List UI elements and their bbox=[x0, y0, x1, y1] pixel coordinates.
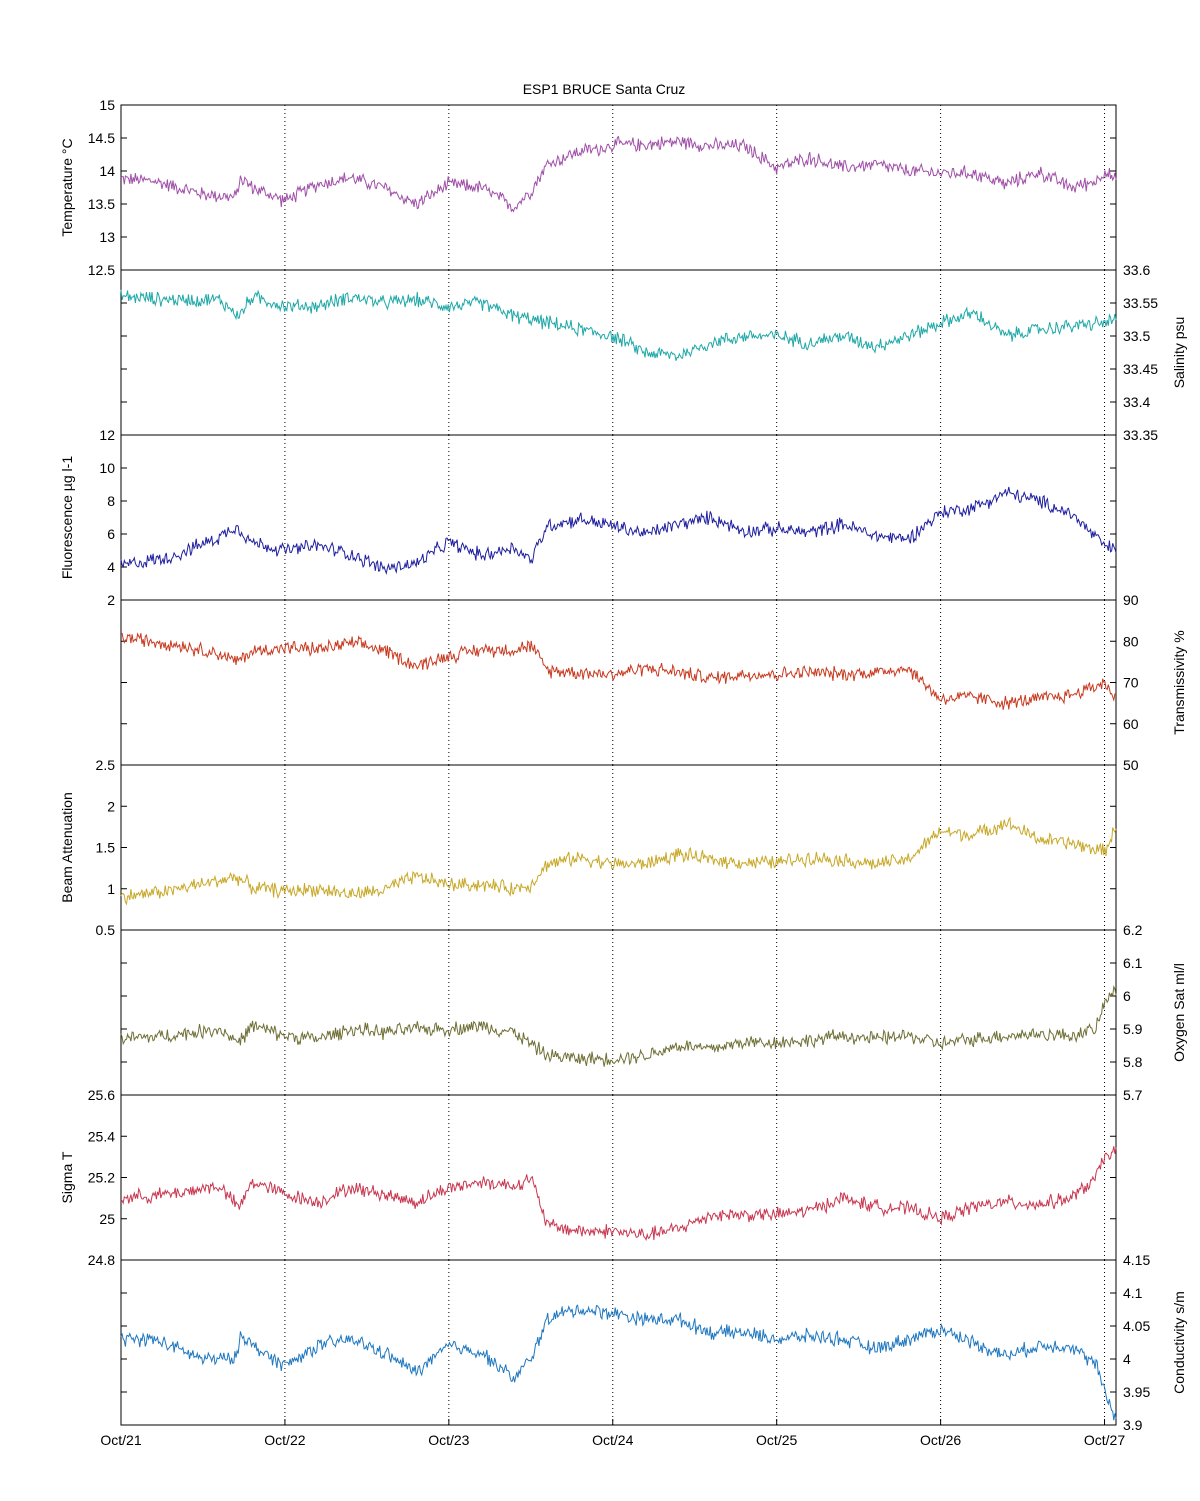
y-axis-label: Conductivity s/m bbox=[1171, 1291, 1187, 1394]
y-tick-label: 12.5 bbox=[88, 262, 115, 278]
panel-conductivity: 3.9 3.95 4 4.05 4.1 4.15 Conductivity s/m bbox=[120, 1252, 1187, 1433]
y-tick-label: 15 bbox=[99, 97, 115, 113]
panel-frame bbox=[120, 929, 1117, 1096]
y-tick-label: 4.05 bbox=[1123, 1318, 1150, 1334]
y-tick-label: 50 bbox=[1123, 757, 1139, 773]
x-tick-label: Oct/25 bbox=[756, 1432, 797, 1448]
y-tick-label: 4 bbox=[1123, 1351, 1131, 1367]
x-tick-label: Oct/27 bbox=[1084, 1432, 1125, 1448]
y-tick-label: 6.1 bbox=[1123, 955, 1143, 971]
x-tick-label: Oct/24 bbox=[592, 1432, 633, 1448]
x-axis: Oct/21 Oct/22 Oct/23 Oct/24 Oct/25 Oct/26 Oct/… bbox=[100, 1419, 1125, 1448]
series-line-oxygen bbox=[120, 985, 1117, 1067]
x-tick-label: Oct/26 bbox=[920, 1432, 961, 1448]
panel-fluorescence: 2 4 6 8 10 12 Fluorescence µg l-1 bbox=[59, 427, 1117, 608]
panel-frame bbox=[120, 269, 1117, 436]
series-line-beam_attenuation bbox=[120, 816, 1117, 906]
y-tick-label: 3.9 bbox=[1123, 1417, 1143, 1433]
y-tick-label: 33.5 bbox=[1123, 328, 1150, 344]
y-tick-label: 25.6 bbox=[88, 1087, 115, 1103]
y-axis-label: Beam Attenuation bbox=[59, 792, 75, 903]
y-axis-label: Oxygen Sat ml/l bbox=[1171, 963, 1187, 1062]
series-line-temperature bbox=[120, 135, 1117, 213]
y-tick-label: 2.5 bbox=[96, 757, 116, 773]
y-axis-label: Temperature °C bbox=[59, 138, 75, 236]
y-axis-label: Sigma T bbox=[59, 1151, 75, 1203]
y-tick-label: 33.55 bbox=[1123, 295, 1158, 311]
y-tick-label: 33.6 bbox=[1123, 262, 1150, 278]
y-axis-label: Fluorescence µg l-1 bbox=[59, 456, 75, 579]
x-tick-label: Oct/23 bbox=[428, 1432, 469, 1448]
y-tick-label: 1 bbox=[107, 881, 115, 897]
y-tick-label: 33.4 bbox=[1123, 394, 1150, 410]
y-axis-label: Transmissivity % bbox=[1171, 630, 1187, 735]
panel-sigma_t: 24.8 25 25.2 25.4 25.6 Sigma T bbox=[59, 1087, 1117, 1268]
y-tick-label: 6.2 bbox=[1123, 922, 1143, 938]
y-tick-label: 33.35 bbox=[1123, 427, 1158, 443]
y-tick-label: 12 bbox=[99, 427, 115, 443]
y-tick-label: 8 bbox=[107, 493, 115, 509]
chart-title: ESP1 BRUCE Santa Cruz bbox=[523, 81, 686, 97]
y-tick-label: 13 bbox=[99, 229, 115, 245]
y-tick-label: 25 bbox=[99, 1211, 115, 1227]
y-tick-label: 6 bbox=[1123, 988, 1131, 1004]
series-line-fluorescence bbox=[120, 486, 1117, 575]
series-line-transmissivity bbox=[120, 632, 1117, 710]
y-tick-label: 4 bbox=[107, 559, 115, 575]
y-tick-label: 25.4 bbox=[88, 1128, 115, 1144]
panel-salinity: 33.35 33.4 33.45 33.5 33.55 33.6 Salinity psu bbox=[120, 262, 1187, 443]
y-tick-label: 14.5 bbox=[88, 130, 115, 146]
x-tick-label: Oct/22 bbox=[264, 1432, 305, 1448]
y-tick-label: 1.5 bbox=[96, 840, 116, 856]
panel-frame bbox=[120, 599, 1117, 766]
panel-frame bbox=[120, 434, 1117, 601]
y-tick-label: 25.2 bbox=[88, 1170, 115, 1186]
panel-beam_attenuation: 0.5 1 1.5 2 2.5 Beam Attenuation bbox=[59, 757, 1117, 938]
panel-transmissivity: 50 60 70 80 90 Transmissivity % bbox=[120, 592, 1187, 773]
y-tick-label: 6 bbox=[107, 526, 115, 542]
y-tick-label: 13.5 bbox=[88, 196, 115, 212]
y-tick-label: 33.45 bbox=[1123, 361, 1158, 377]
y-tick-label: 10 bbox=[99, 460, 115, 476]
y-tick-label: 2 bbox=[107, 592, 115, 608]
y-tick-label: 5.9 bbox=[1123, 1021, 1143, 1037]
y-tick-label: 2 bbox=[107, 798, 115, 814]
panel-oxygen: 5.7 5.8 5.9 6 6.1 6.2 Oxygen Sat ml/l bbox=[120, 922, 1187, 1103]
panel-frame bbox=[120, 1094, 1117, 1261]
panel-frame bbox=[120, 1259, 1117, 1426]
y-tick-label: 80 bbox=[1123, 633, 1139, 649]
y-tick-label: 4.15 bbox=[1123, 1252, 1150, 1268]
y-axis-label: Salinity psu bbox=[1171, 317, 1187, 389]
series-line-salinity bbox=[120, 289, 1117, 361]
y-tick-label: 5.7 bbox=[1123, 1087, 1143, 1103]
series-line-conductivity bbox=[120, 1304, 1117, 1421]
y-tick-label: 90 bbox=[1123, 592, 1139, 608]
panel-frame bbox=[120, 764, 1117, 931]
y-tick-label: 5.8 bbox=[1123, 1054, 1143, 1070]
y-tick-label: 60 bbox=[1123, 716, 1139, 732]
series-line-sigma_t bbox=[120, 1146, 1117, 1242]
panel-frame bbox=[120, 104, 1117, 271]
y-tick-label: 24.8 bbox=[88, 1252, 115, 1268]
panel-temperature: 12.5 13 13.5 14 14.5 15 Temperature °C bbox=[59, 97, 1117, 278]
y-tick-label: 4.1 bbox=[1123, 1285, 1143, 1301]
y-tick-label: 3.95 bbox=[1123, 1384, 1150, 1400]
y-tick-label: 14 bbox=[99, 163, 115, 179]
x-tick-label: Oct/21 bbox=[100, 1432, 141, 1448]
y-tick-label: 0.5 bbox=[96, 922, 116, 938]
y-tick-label: 70 bbox=[1123, 675, 1139, 691]
